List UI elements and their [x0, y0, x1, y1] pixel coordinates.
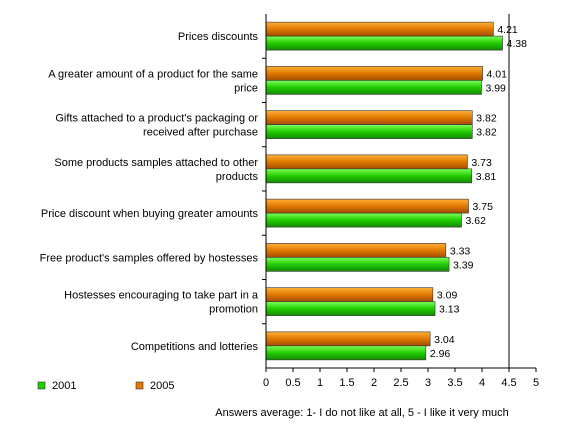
data-label-2001: 3.99 [485, 82, 506, 94]
bar-2005 [265, 331, 431, 347]
data-label-2001: 3.13 [439, 304, 460, 316]
data-label-2005: 3.33 [450, 245, 471, 257]
category-label: A greater amount of a product for the sa… [48, 68, 258, 94]
x-tick-label: 2.5 [393, 377, 408, 389]
data-label-2001: 3.62 [465, 215, 486, 227]
legend: 2001 2005 [37, 380, 174, 392]
bar-2005 [265, 110, 473, 125]
data-label-2001: 2.96 [430, 348, 451, 360]
x-axis-title: Answers average: 1- I do not like at all… [215, 407, 508, 419]
data-label-2005: 3.75 [473, 201, 494, 213]
bar-2005 [265, 66, 483, 81]
legend-label-2001: 2001 [52, 380, 76, 392]
bar-2001 [265, 168, 473, 184]
data-label-2005: 4.21 [497, 24, 518, 36]
bar-2001 [265, 212, 462, 228]
data-label-2001: 3.82 [476, 127, 497, 139]
category-label: Prices discounts [178, 31, 259, 43]
category-label: Some products samples attached to other p… [54, 157, 258, 183]
bar-2001 [265, 35, 503, 51]
data-label-2005: 3.09 [437, 290, 458, 302]
legend-swatch-2001 [37, 381, 46, 390]
category-labels: Prices discounts A greater amount of a pr… [40, 31, 259, 353]
x-tick-label: 2 [371, 377, 377, 389]
legend-label-2005: 2005 [150, 380, 174, 392]
bar-2001 [265, 80, 482, 95]
x-tick-label: 1.5 [339, 377, 354, 389]
x-tick-label: 5 [533, 377, 539, 389]
category-label: Price discount when buying greater amoun… [41, 208, 259, 220]
x-tick-label: 1 [317, 377, 323, 389]
bar-2005 [265, 243, 447, 258]
x-tick-label: 4.5 [501, 377, 516, 389]
bar-2005 [265, 198, 469, 214]
bar-2001 [265, 301, 436, 316]
data-label-2005: 3.82 [476, 113, 497, 125]
category-label: Gifts attached to a product's packaging … [55, 113, 258, 139]
x-ticks-group: 0 0.5 1 1.5 2 2.5 3 3.5 4 4.5 5 [263, 368, 539, 389]
data-label-2005: 3.73 [471, 157, 492, 169]
category-label: Free product's samples offered by hostes… [40, 252, 259, 264]
x-tick-label: 3 [425, 377, 431, 389]
legend-swatch-2005 [135, 381, 144, 390]
x-tick-label: 0 [263, 377, 269, 389]
bar-2001 [265, 345, 427, 361]
x-tick-label: 0.5 [285, 377, 300, 389]
data-label-2005: 4.01 [487, 68, 508, 80]
bar-2005 [265, 287, 434, 302]
category-label: Competitions and lotteries [131, 341, 259, 353]
data-label-2005: 3.04 [434, 334, 455, 346]
bar-2001 [265, 124, 473, 139]
data-label-2001: 3.39 [453, 259, 474, 271]
data-label-2001: 4.38 [507, 38, 528, 50]
data-label-2001: 3.81 [476, 171, 497, 183]
x-tick-label: 4 [479, 377, 485, 389]
bar-2005 [265, 21, 494, 37]
x-tick-label: 3.5 [447, 377, 462, 389]
bar-2001 [265, 257, 450, 272]
bars-group: 4.21 4.38 4.01 3.99 3.82 3.82 3.73 3.81 3.75 3.62… [265, 21, 528, 361]
bar-2005 [265, 154, 468, 170]
